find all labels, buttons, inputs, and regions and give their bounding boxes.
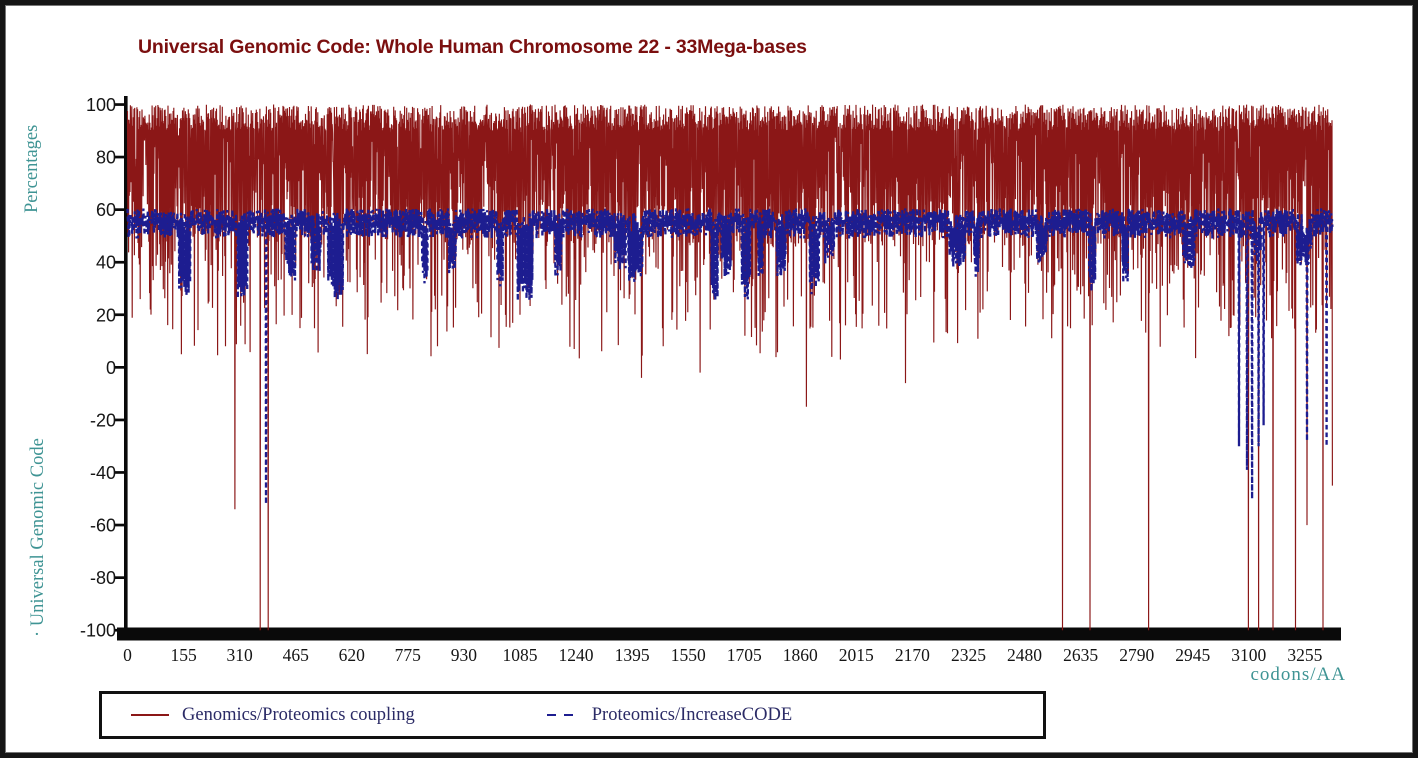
y-tick-label: 80 (96, 148, 116, 168)
x-tick-label: 1240 (559, 645, 594, 665)
y-tick-mark (114, 155, 128, 159)
x-tick-label: 2790 (1119, 645, 1154, 665)
y-tick-label: -40 (90, 463, 116, 483)
legend: Genomics/Proteomics coupling Proteomics/… (99, 691, 1046, 739)
x-tick-label: 1085 (503, 645, 538, 665)
x-axis-line (117, 627, 1341, 641)
x-tick-label: 465 (283, 645, 310, 665)
y-tick-label: -60 (90, 516, 116, 536)
x-tick-label: 2325 (951, 645, 986, 665)
x-axis-label: codons/AA (1250, 664, 1346, 685)
legend-swatch-dashed-line-icon (546, 713, 579, 717)
x-tick-label: 1705 (727, 645, 762, 665)
y-tick-label: -100 (80, 621, 116, 641)
series-genomics-proteomics-coupling (126, 104, 1333, 631)
y-tick-mark (114, 576, 128, 579)
y-axis-line (124, 96, 128, 632)
chart-title: Universal Genomic Code: Whole Human Chro… (138, 36, 807, 58)
y-tick-mark (114, 628, 128, 632)
legend-label-proteomics-increasecode: Proteomics/IncreaseCODE (591, 704, 793, 725)
x-tick-label: 930 (451, 645, 478, 665)
y-tick-mark (114, 523, 128, 527)
legend-swatch-solid-line-icon (131, 714, 169, 716)
x-tick-label: 2945 (1175, 645, 1210, 665)
x-tick-label: 155 (170, 645, 197, 665)
y-tick-label: 0 (106, 358, 116, 378)
series-proteomics-increasecode (126, 208, 1334, 505)
x-tick-label: 2635 (1063, 645, 1098, 665)
x-tick-label: 1550 (671, 645, 706, 665)
y-tick-mark (114, 208, 128, 211)
y-tick-mark (114, 418, 128, 422)
x-tick-label: 1860 (783, 645, 818, 665)
x-tick-label: 2015 (839, 645, 874, 665)
x-tick-label: 775 (395, 645, 422, 665)
x-tick-label: 3100 (1231, 645, 1266, 665)
y-tick-label: 60 (96, 200, 116, 220)
y-tick-label: 40 (96, 253, 116, 273)
y-tick-mark (114, 260, 128, 264)
y-tick-mark (114, 366, 128, 369)
y-tick-mark (114, 313, 128, 317)
y-tick-label: 20 (96, 305, 116, 325)
x-tick-label: 310 (226, 645, 253, 665)
y-tick-label: -20 (90, 410, 116, 430)
y-tick-mark (114, 103, 128, 106)
legend-item-proteomics-increasecode: Proteomics/IncreaseCODE (546, 704, 793, 726)
y-tick-label: -80 (90, 568, 116, 588)
x-tick-label: 620 (339, 645, 366, 665)
x-tick-label: 3255 (1287, 645, 1322, 665)
x-tick-label: 0 (123, 645, 132, 665)
x-tick-label: 2480 (1007, 645, 1042, 665)
y-tick-label: 100 (86, 95, 116, 115)
legend-item-genomics-proteomics-coupling: Genomics/Proteomics coupling (131, 705, 415, 726)
y-tick-mark (114, 471, 128, 474)
legend-label-genomics-proteomics-coupling: Genomics/Proteomics coupling (182, 704, 415, 725)
x-tick-label: 1395 (615, 645, 650, 665)
x-tick-label: 2170 (895, 645, 930, 665)
